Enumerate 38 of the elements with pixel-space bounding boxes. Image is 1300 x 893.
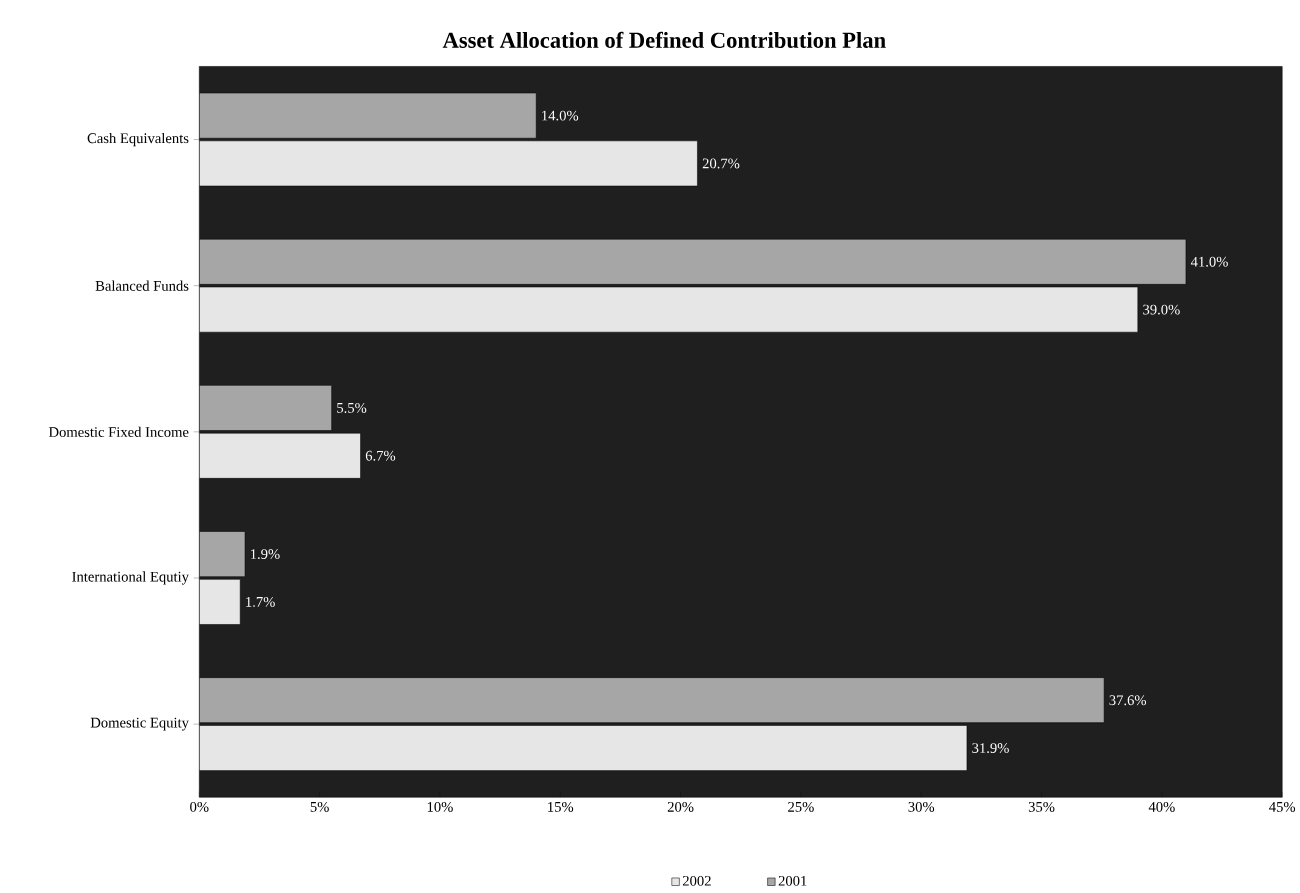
y-tick-label: Balanced Funds	[95, 280, 189, 291]
data-label: 14.0%	[542, 110, 579, 121]
bar	[199, 140, 698, 187]
y-tick-label: Domestic Equity	[90, 717, 189, 731]
x-tick-label: 0%	[190, 801, 209, 812]
bar	[199, 238, 1187, 285]
bar	[199, 92, 537, 139]
data-label: 37.6%	[1109, 695, 1147, 706]
x-tick-label: 35%	[1028, 801, 1055, 812]
x-tick-label: 20%	[667, 801, 694, 812]
y-tick-label: Cash Equivalents	[87, 132, 189, 147]
bar	[199, 286, 1139, 333]
x-tick-label: 45%	[1269, 801, 1296, 812]
bar	[199, 725, 968, 771]
data-label: 39.0%	[1143, 304, 1180, 315]
legend-label: 2001	[778, 875, 807, 886]
bar	[199, 531, 246, 577]
y-tick-label: Domestic Fixed Income	[48, 426, 189, 438]
x-tick-label: 25%	[788, 801, 814, 812]
x-tick-label: 40%	[1148, 801, 1175, 812]
data-label: 20.7%	[702, 158, 740, 169]
data-label: 1.9%	[251, 549, 280, 560]
chart-title: Asset Allocation of Defined Contribution Plan	[442, 31, 886, 48]
bar	[199, 432, 361, 479]
x-tick-label: 30%	[908, 801, 935, 812]
legend-label: 2002	[682, 875, 711, 886]
x-tick-label: 5%	[310, 801, 329, 812]
bar	[199, 677, 1105, 724]
data-label: 31.9%	[972, 743, 1009, 754]
bar	[199, 579, 241, 625]
bar	[199, 385, 332, 431]
data-label: 1.7%	[246, 597, 275, 607]
data-label: 5.5%	[337, 403, 367, 413]
x-tick-label: 10%	[427, 801, 453, 812]
data-label: 41.0%	[1190, 256, 1228, 267]
data-label: 6.7%	[365, 450, 396, 461]
x-tick-label: 15%	[548, 801, 574, 812]
y-tick-label: International Equtiy	[72, 571, 189, 585]
